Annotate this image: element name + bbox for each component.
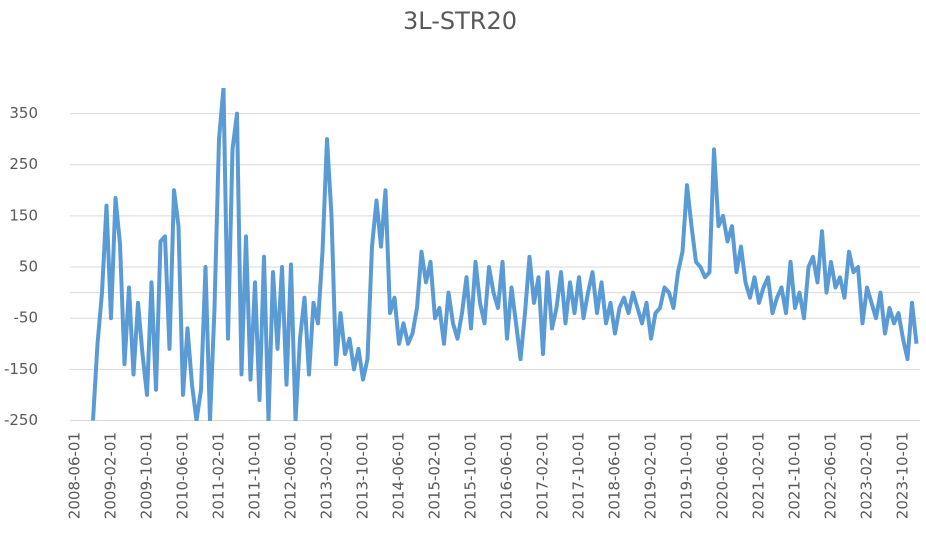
- x-tick-label: 2014-06-01: [390, 432, 408, 519]
- x-tick-label: 2015-10-01: [462, 432, 480, 519]
- x-tick-label: 2008-06-01: [66, 432, 84, 519]
- y-tick-label: 250: [9, 155, 38, 173]
- x-tick-label: 2012-06-01: [282, 432, 300, 519]
- x-tick-label: 2013-02-01: [318, 432, 336, 519]
- x-tick-label: 2018-06-01: [606, 432, 624, 519]
- x-tick-label: 2023-10-01: [894, 432, 912, 519]
- y-tick-label: -150: [4, 360, 38, 378]
- plot-area: [91, 88, 919, 421]
- x-tick-label: 2009-02-01: [102, 432, 120, 519]
- y-tick-label: 150: [9, 206, 38, 224]
- x-tick-label: 2016-06-01: [498, 432, 516, 519]
- x-tick-label: 2021-02-01: [750, 432, 768, 519]
- data-line: [91, 88, 919, 421]
- x-tick-label: 2019-02-01: [642, 432, 660, 519]
- x-tick-label: 2009-10-01: [138, 432, 156, 519]
- y-tick-label: 350: [9, 104, 38, 122]
- x-tick-label: 2023-02-01: [858, 432, 876, 519]
- x-tick-label: 2017-10-01: [570, 432, 588, 519]
- x-tick-label: 2022-06-01: [822, 432, 840, 519]
- x-tick-label: 2010-06-01: [174, 432, 192, 519]
- chart-title: 3L-STR20: [403, 7, 517, 35]
- y-tick-label: -250: [4, 411, 38, 429]
- x-tick-label: 2015-02-01: [426, 432, 444, 519]
- y-tick-label: 50: [19, 258, 38, 276]
- x-tick-label: 2011-10-01: [246, 432, 264, 519]
- x-tick-label: 2021-10-01: [786, 432, 804, 519]
- x-tick-label: 2013-10-01: [354, 432, 372, 519]
- x-tick-label: 2017-02-01: [534, 432, 552, 519]
- x-tick-label: 2011-02-01: [210, 432, 228, 519]
- y-tick-label: -50: [14, 309, 39, 327]
- x-tick-label: 2020-06-01: [714, 432, 732, 519]
- x-tick-label: 2019-10-01: [678, 432, 696, 519]
